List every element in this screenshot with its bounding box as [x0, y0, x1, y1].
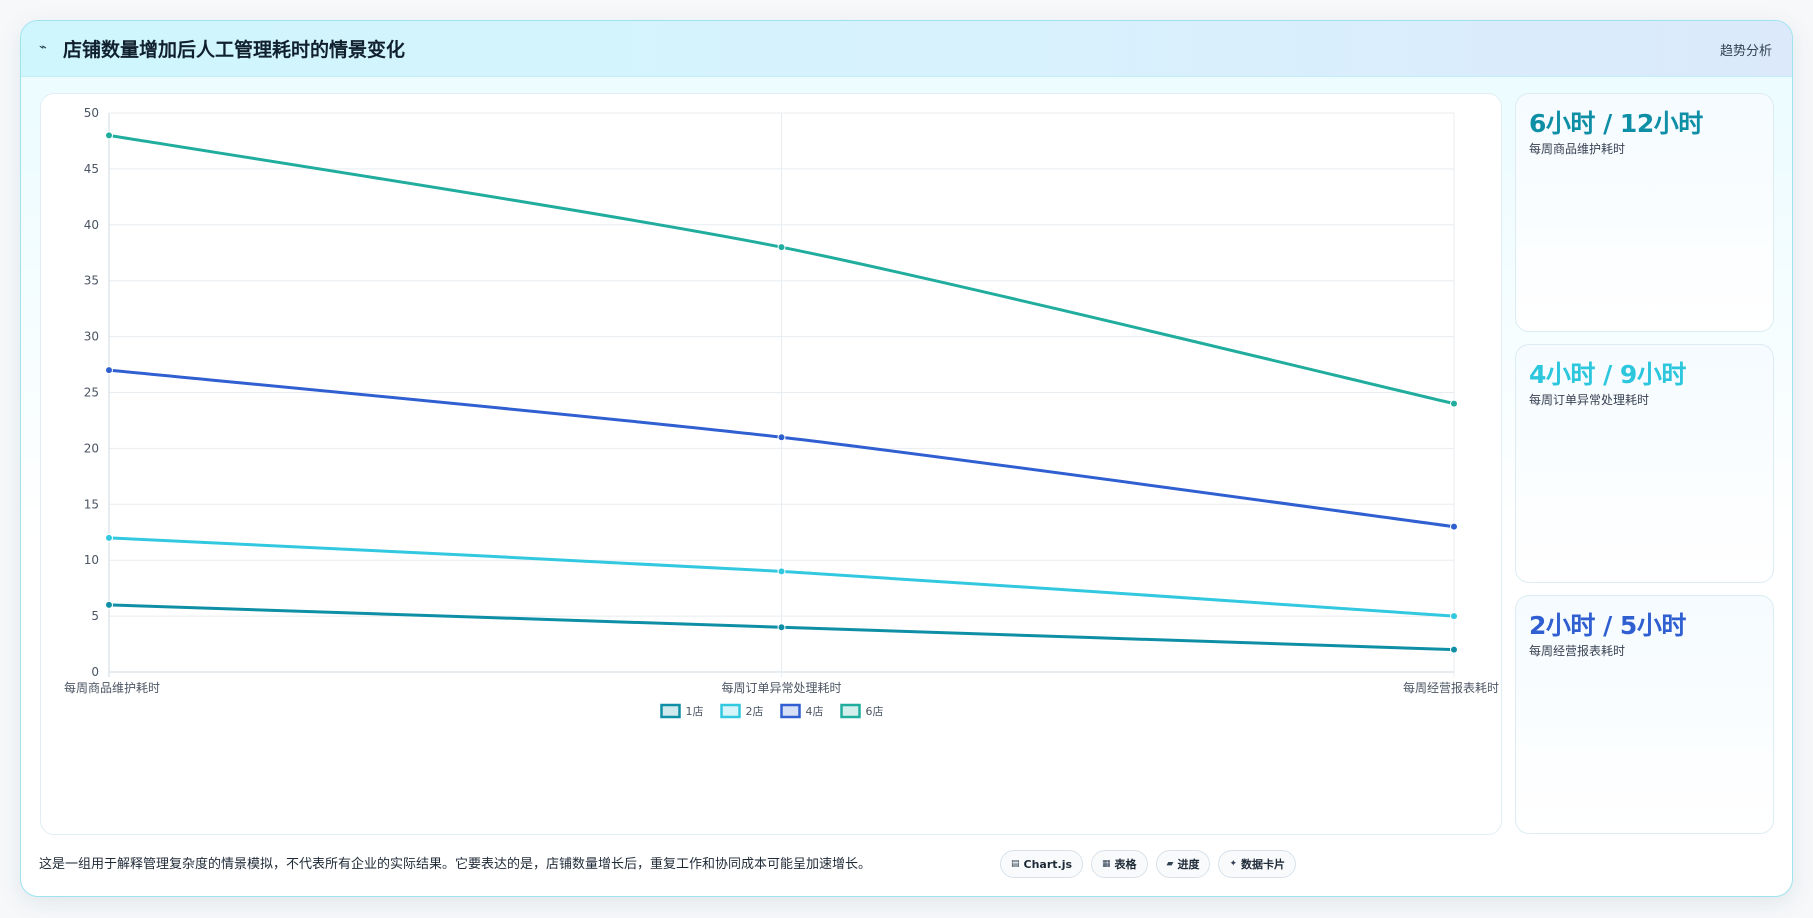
- y-tick-label: 30: [84, 330, 99, 344]
- y-tick-label: 15: [84, 497, 99, 511]
- chip-chartjs[interactable]: ▤ Chart.js: [1000, 850, 1084, 878]
- chip-label: 进度: [1177, 858, 1200, 871]
- y-tick-label: 25: [84, 386, 99, 400]
- stat-card-reports: 2小时 / 5小时 每周经营报表耗时: [1515, 595, 1774, 834]
- legend-swatch: [720, 703, 741, 719]
- y-tick-label: 0: [91, 665, 99, 679]
- y-tick-label: 45: [84, 162, 99, 176]
- stat-label: 每周订单异常处理耗时: [1529, 393, 1650, 407]
- data-point: [777, 623, 786, 632]
- x-tick-label: 每周经营报表耗时: [1403, 680, 1499, 695]
- data-point: [1450, 612, 1458, 621]
- chip-label: 数据卡片: [1241, 858, 1286, 871]
- y-tick-label: 35: [84, 274, 99, 288]
- stat-value: 6小时 / 12小时: [1529, 109, 1703, 138]
- progress-icon: ▰: [1166, 859, 1174, 869]
- footnote: 这是一组用于解释管理复杂度的情景模拟，不代表所有企业的实际结果。它要表达的是，店…: [39, 857, 872, 872]
- data-point: [105, 366, 113, 375]
- legend-swatch: [780, 703, 801, 719]
- y-tick-label: 40: [84, 218, 99, 232]
- panel-header: ⌁ 店铺数量增加后人工管理耗时的情景变化 趋势分析: [21, 21, 1792, 77]
- data-point: [105, 533, 113, 542]
- data-point: [777, 567, 786, 576]
- x-tick-label: 每周订单异常处理耗时: [721, 680, 841, 695]
- chip-label: 表格: [1114, 858, 1137, 871]
- legend-swatch: [660, 703, 681, 719]
- data-point: [1450, 399, 1458, 408]
- category-tag: 趋势分析: [1719, 44, 1772, 59]
- data-point: [105, 131, 113, 140]
- data-point: [1450, 522, 1458, 531]
- legend-label: 1店: [686, 704, 704, 718]
- stat-label: 每周经营报表耗时: [1529, 644, 1626, 658]
- legend-label: 6店: [866, 704, 884, 718]
- tech-chips: ▤ Chart.js ▦ 表格 ▰ 进度 ✦ 数据卡片: [1000, 850, 1297, 878]
- data-point: [777, 433, 786, 442]
- line-chart: 0 5 10 15 20 25 30 35 40 45 50 每周商品维护耗时 每周订单异常处理耗时 每周…: [64, 106, 1499, 719]
- y-tick-label: 20: [84, 441, 99, 455]
- y-tick-label: 5: [91, 609, 99, 623]
- data-point: [105, 600, 113, 609]
- stat-label: 每周商品维护耗时: [1529, 142, 1626, 156]
- x-tick-label: 每周商品维护耗时: [64, 680, 160, 695]
- chart-panel: ⌁ 店铺数量增加后人工管理耗时的情景变化 趋势分析 0 5 10 15 20 25 30 35…: [20, 20, 1793, 897]
- stat-value: 4小时 / 9小时: [1529, 360, 1686, 389]
- chart-icon: ▤: [1011, 859, 1020, 869]
- chip-progress[interactable]: ▰ 进度: [1155, 850, 1211, 878]
- chart-card: 0 5 10 15 20 25 30 35 40 45 50 每周商品维护耗时 每周订单异常处理耗时 每周…: [40, 93, 1502, 835]
- legend-label: 4店: [806, 704, 824, 718]
- data-point: [1450, 645, 1458, 654]
- data-point: [777, 243, 786, 252]
- chip-table[interactable]: ▦ 表格: [1091, 850, 1148, 878]
- trend-line-icon: ⌁: [39, 40, 47, 55]
- card-icon: ✦: [1229, 859, 1238, 869]
- stat-card-product-maintenance: 6小时 / 12小时 每周商品维护耗时: [1515, 93, 1774, 332]
- table-icon: ▦: [1102, 859, 1111, 869]
- y-tick-label: 10: [84, 553, 99, 567]
- chip-label: Chart.js: [1023, 857, 1073, 871]
- stat-value: 2小时 / 5小时: [1529, 611, 1686, 640]
- legend-label: 2店: [746, 704, 764, 718]
- y-tick-label: 50: [84, 106, 99, 120]
- stat-card-order-exceptions: 4小时 / 9小时 每周订单异常处理耗时: [1515, 344, 1774, 583]
- chip-data-card[interactable]: ✦ 数据卡片: [1218, 850, 1297, 878]
- page-title: 店铺数量增加后人工管理耗时的情景变化: [63, 39, 406, 61]
- legend-swatch: [840, 703, 861, 719]
